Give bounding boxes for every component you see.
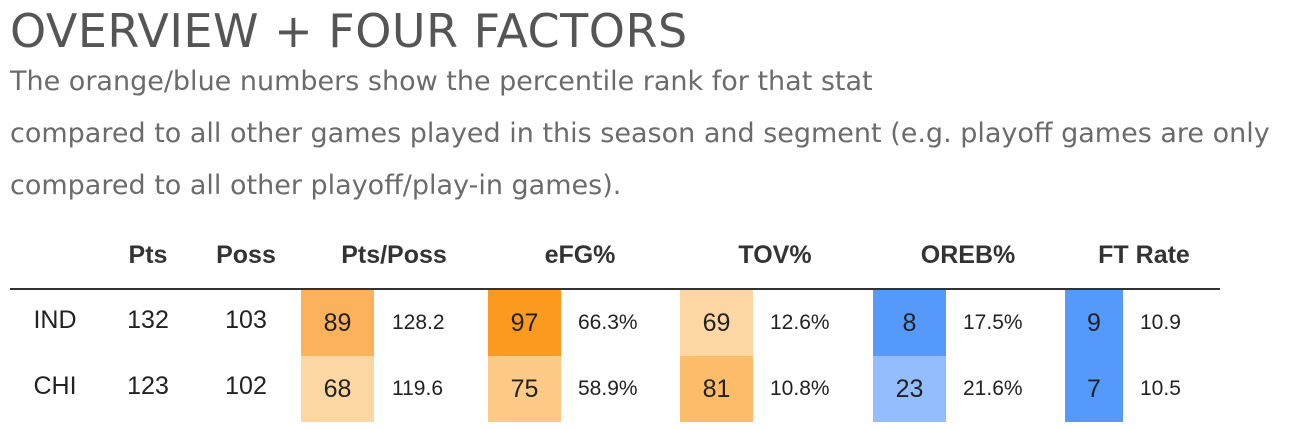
subtitle-line-2: compared to all other games played in th…	[10, 118, 1270, 149]
efg-percentile: 97	[488, 290, 561, 356]
efg-value: 58.9%	[578, 377, 638, 400]
oreb-percentile: 23	[873, 356, 946, 422]
column-header-poss: Poss	[216, 241, 276, 269]
ft-rate-percentile: 9	[1065, 290, 1123, 356]
pts-per-poss-value: 128.2	[392, 311, 445, 334]
ft-rate-percentile: 7	[1065, 356, 1123, 422]
tov-value: 10.8%	[770, 377, 830, 400]
oreb-percentile: 8	[873, 290, 946, 356]
header-rule	[10, 288, 1220, 290]
pts-cell: 132	[127, 306, 169, 334]
column-header-tov: TOV%	[738, 241, 812, 269]
tov-percentile: 69	[680, 290, 753, 356]
efg-value: 66.3%	[578, 311, 638, 334]
oreb-value: 17.5%	[963, 311, 1023, 334]
pts-cell: 123	[127, 372, 169, 400]
tov-value: 12.6%	[770, 311, 830, 334]
poss-cell: 103	[225, 306, 267, 334]
ft-rate-value: 10.9	[1140, 311, 1181, 334]
efg-percentile: 75	[488, 356, 561, 422]
column-header-pts-per-poss: Pts/Poss	[341, 241, 447, 269]
column-header-ft-rate: FT Rate	[1098, 241, 1190, 269]
poss-cell: 102	[225, 372, 267, 400]
oreb-value: 21.6%	[963, 377, 1023, 400]
tov-percentile: 81	[680, 356, 753, 422]
pts-per-poss-percentile: 89	[301, 290, 374, 356]
page-title: OVERVIEW + FOUR FACTORS	[10, 4, 688, 58]
team-name: CHI	[33, 372, 77, 400]
ft-rate-value: 10.5	[1140, 377, 1181, 400]
pts-per-poss-value: 119.6	[392, 377, 443, 400]
column-header-pts: Pts	[128, 241, 168, 269]
subtitle-line-1: The orange/blue numbers show the percent…	[10, 66, 873, 97]
pts-per-poss-percentile: 68	[301, 356, 374, 422]
column-header-efg: eFG%	[544, 241, 616, 269]
team-name: IND	[33, 306, 77, 334]
subtitle-line-3: compared to all other playoff/play-in ga…	[10, 170, 622, 201]
column-header-oreb: OREB%	[920, 241, 1016, 269]
